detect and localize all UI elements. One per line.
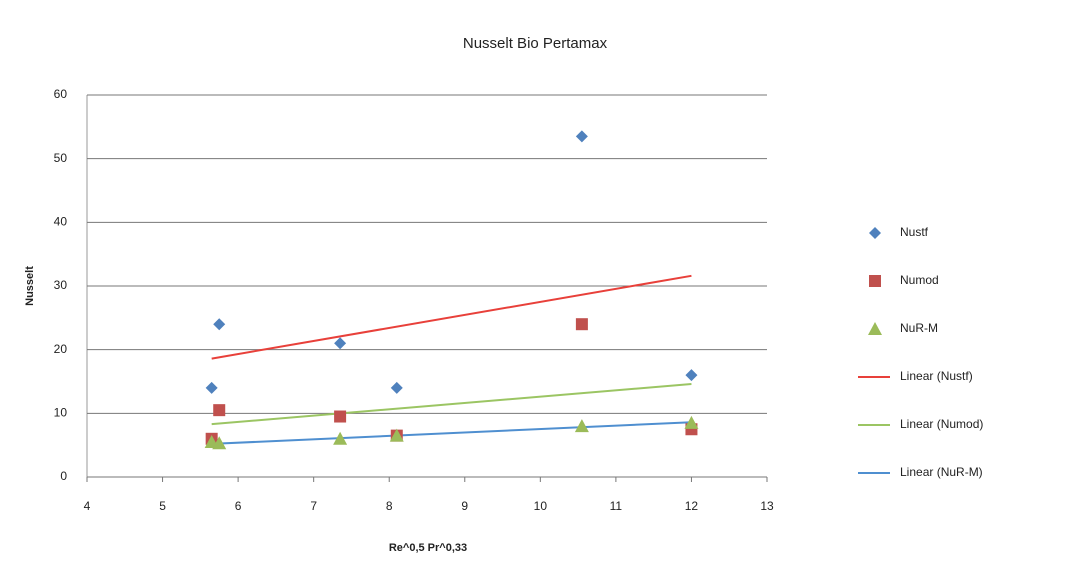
marker: [575, 130, 588, 143]
marker: [334, 337, 347, 350]
x-tick-label: 5: [159, 499, 166, 513]
marker: [575, 318, 588, 331]
chart-title: Nusselt Bio Pertamax: [463, 35, 608, 52]
legend-label: NuR-M: [900, 321, 938, 335]
y-tick-label: 0: [60, 469, 67, 483]
legend-label: Linear (Numod): [900, 417, 983, 431]
x-tick-label: 9: [461, 499, 468, 513]
marker: [684, 415, 699, 429]
x-tick-label: 12: [685, 499, 699, 513]
legend-label: Linear (NuR-M): [900, 465, 983, 479]
trendline: [211, 274, 692, 360]
marker: [212, 436, 227, 450]
legend-label: Numod: [900, 273, 939, 287]
x-tick-label: 10: [534, 499, 548, 513]
marker: [390, 381, 403, 394]
y-tick-label: 50: [54, 151, 68, 165]
legend-label: Linear (Nustf): [900, 369, 973, 383]
x-tick-label: 13: [760, 499, 774, 513]
y-tick-label: 40: [54, 215, 68, 229]
marker: [574, 419, 589, 433]
x-tick-label: 7: [310, 499, 317, 513]
y-tick-label: 20: [54, 342, 68, 356]
x-tick-label: 8: [386, 499, 393, 513]
legend-marker: [869, 227, 881, 239]
y-axis-title: Nusselt: [24, 266, 36, 306]
x-tick-label: 11: [610, 499, 623, 513]
marker: [205, 381, 218, 394]
marker: [213, 318, 226, 331]
marker: [389, 428, 404, 442]
x-tick-label: 4: [84, 499, 91, 513]
y-tick-label: 30: [54, 278, 68, 292]
marker: [685, 369, 698, 382]
marker: [213, 404, 226, 417]
legend-marker: [868, 322, 882, 335]
y-tick-label: 60: [54, 87, 68, 101]
marker: [333, 431, 348, 445]
legend-label: Nustf: [900, 225, 929, 239]
x-tick-label: 6: [235, 499, 242, 513]
x-axis-title: Re^0,5 Pr^0,33: [389, 542, 467, 554]
trendline: [211, 383, 692, 426]
trendline: [211, 421, 692, 445]
legend-marker: [869, 275, 881, 287]
marker: [334, 410, 347, 423]
y-tick-label: 10: [54, 406, 68, 420]
